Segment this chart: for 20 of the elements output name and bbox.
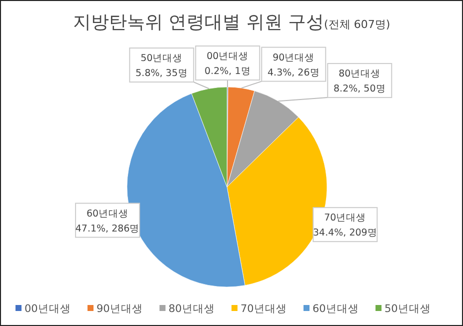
slice-label: 00년대생 [206, 51, 249, 62]
legend-label: 50년대생 [384, 303, 431, 315]
chart-subtitle: (전체 607명) [324, 18, 390, 31]
legend-label: 00년대생 [24, 303, 71, 315]
data-label: 34.4%, 209명 [312, 228, 378, 239]
slice-label: 90년대생 [272, 52, 315, 64]
slice-label: 50년대생 [140, 53, 183, 64]
legend-label: 90년대생 [96, 303, 143, 315]
slice-label: 80년대생 [338, 68, 381, 80]
data-label: 47.1%, 286명 [75, 223, 140, 234]
slice-label: 70년대생 [324, 212, 366, 224]
slice-label: 60년대생 [86, 208, 129, 220]
legend-label: 70년대생 [240, 303, 287, 315]
chart-title: 지방탄녹위 연령대별 위원 구성 [72, 12, 324, 33]
legend-label: 80년대생 [168, 303, 215, 315]
data-label: 5.8%, 35명 [136, 68, 188, 80]
legend-label: 60년대생 [312, 303, 359, 315]
data-label: 8.2%, 50명 [334, 84, 386, 95]
data-label: 0.2%, 1명 [204, 66, 251, 77]
data-label: 4.3%, 26명 [268, 67, 320, 78]
